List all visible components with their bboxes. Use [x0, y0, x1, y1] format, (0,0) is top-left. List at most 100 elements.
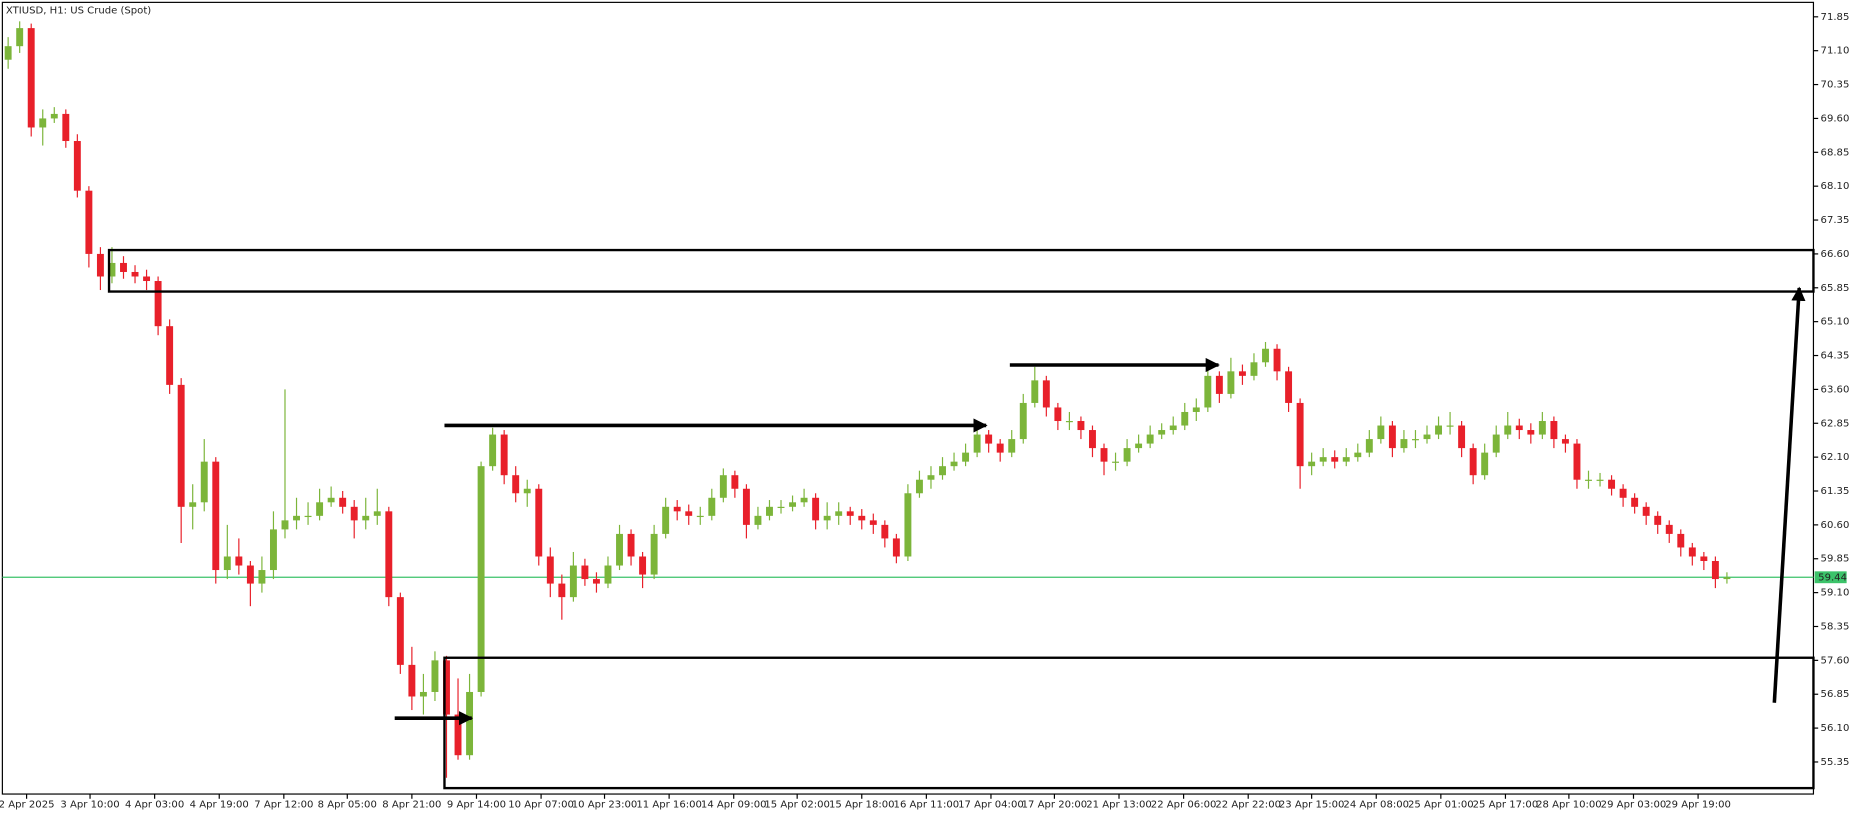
x-tick-label: 14 Apr 09:00 — [701, 800, 767, 811]
candle-body — [154, 281, 162, 327]
y-tick-label: 68.85 — [1821, 147, 1849, 158]
candle-body — [269, 529, 277, 571]
y-tick-label: 62.10 — [1821, 452, 1849, 463]
candle-body — [696, 515, 704, 518]
candle-body — [1446, 425, 1454, 427]
x-tick-label: 2 Apr 2025 — [0, 800, 55, 811]
y-tick-label: 59.85 — [1821, 554, 1849, 565]
candle-body — [4, 46, 12, 60]
y-tick-label: 71.85 — [1821, 12, 1849, 23]
candle-body — [939, 466, 946, 476]
candle-body — [1492, 434, 1500, 453]
candle-body — [789, 502, 797, 507]
candle-body — [569, 565, 577, 598]
candle-body — [535, 488, 543, 557]
annotations — [107, 248, 1815, 790]
last-price-label: 59.44 — [1818, 572, 1847, 583]
candle-body — [812, 497, 820, 521]
candle-body — [396, 597, 404, 665]
candle-body — [362, 515, 370, 521]
arrow — [1772, 286, 1806, 703]
candle-body — [1089, 430, 1096, 449]
x-tick-label: 3 Apr 10:00 — [60, 800, 119, 811]
candle-body — [1169, 425, 1177, 431]
candle-body — [639, 556, 647, 575]
candle-body — [1573, 443, 1581, 480]
x-tick-label: 22 Apr 06:00 — [1151, 800, 1217, 811]
candle-body — [131, 271, 139, 277]
marks — [2, 21, 1814, 778]
x-tick-label: 8 Apr 21:00 — [382, 800, 441, 811]
candle-body — [1215, 375, 1223, 394]
candle-body — [604, 565, 612, 584]
candle-body — [1342, 457, 1350, 462]
candle-body — [212, 461, 220, 571]
candle-body — [443, 660, 450, 715]
y-tick-label: 62.85 — [1821, 418, 1849, 429]
candle-body — [339, 497, 347, 507]
candle-body — [27, 28, 35, 128]
candle-body — [1481, 452, 1489, 476]
candle-body — [1135, 443, 1143, 449]
candle-body — [408, 664, 416, 697]
candle-body — [419, 691, 427, 697]
x-tick-label: 17 Apr 20:00 — [1022, 800, 1088, 811]
candle-body — [246, 565, 254, 584]
candle-body — [1711, 561, 1719, 580]
candle-body — [500, 434, 508, 476]
candle-body — [1308, 461, 1316, 467]
candle-body — [1112, 461, 1120, 463]
candle-body — [108, 262, 116, 277]
candle-body — [316, 502, 324, 516]
candle-body — [592, 579, 600, 584]
x-tick-label: 8 Apr 05:00 — [318, 800, 377, 811]
candle-body — [777, 506, 785, 509]
y-tick-label: 65.85 — [1821, 283, 1849, 294]
candle-body — [1331, 457, 1339, 462]
candle-body — [1285, 371, 1293, 403]
candle-body — [973, 434, 981, 453]
candle-body — [546, 556, 554, 584]
candle-body — [558, 583, 566, 598]
candle-body — [581, 565, 589, 580]
candle-body — [189, 502, 197, 507]
candle-body — [1054, 407, 1062, 422]
candle-body — [1688, 547, 1696, 557]
candle-body — [1619, 488, 1627, 498]
candle-body — [1631, 497, 1639, 507]
candle-body — [1123, 448, 1131, 462]
candle-body — [1458, 425, 1466, 449]
demand-zone — [443, 656, 1815, 790]
candle-body — [1031, 380, 1039, 403]
candle-body — [962, 452, 970, 462]
candle-body — [350, 506, 358, 521]
candle-body — [673, 506, 681, 512]
x-tick-label: 11 Apr 16:00 — [636, 800, 702, 811]
candle-body — [235, 556, 243, 566]
candle-body — [1377, 425, 1385, 440]
candle-body — [1238, 371, 1246, 376]
x-tick-label: 24 Apr 08:00 — [1343, 800, 1409, 811]
candle-body — [742, 488, 750, 525]
x-tick-label: 4 Apr 03:00 — [125, 800, 184, 811]
candle-body — [869, 520, 877, 525]
candle-body — [1723, 577, 1731, 580]
y-tick-label: 59.10 — [1821, 588, 1849, 599]
candle-body — [1077, 421, 1085, 431]
candle-body — [1365, 439, 1373, 453]
candle-body — [223, 556, 231, 571]
candle-body — [1388, 425, 1396, 449]
chart-title: XTIUSD, H1: US Crude (Spot) — [6, 6, 151, 17]
candle-body — [708, 497, 716, 516]
candle-body — [96, 253, 104, 277]
candle-body — [1561, 439, 1569, 444]
candle-body — [1642, 506, 1650, 516]
candle-body — [1700, 556, 1708, 562]
candle-body — [177, 384, 185, 507]
candle-body — [1538, 421, 1546, 435]
y-tick-label: 69.60 — [1821, 113, 1849, 124]
x-tick-label: 10 Apr 23:00 — [572, 800, 638, 811]
candle-body — [258, 570, 266, 584]
y-tick-label: 57.60 — [1821, 655, 1849, 666]
candle-body — [477, 466, 485, 692]
